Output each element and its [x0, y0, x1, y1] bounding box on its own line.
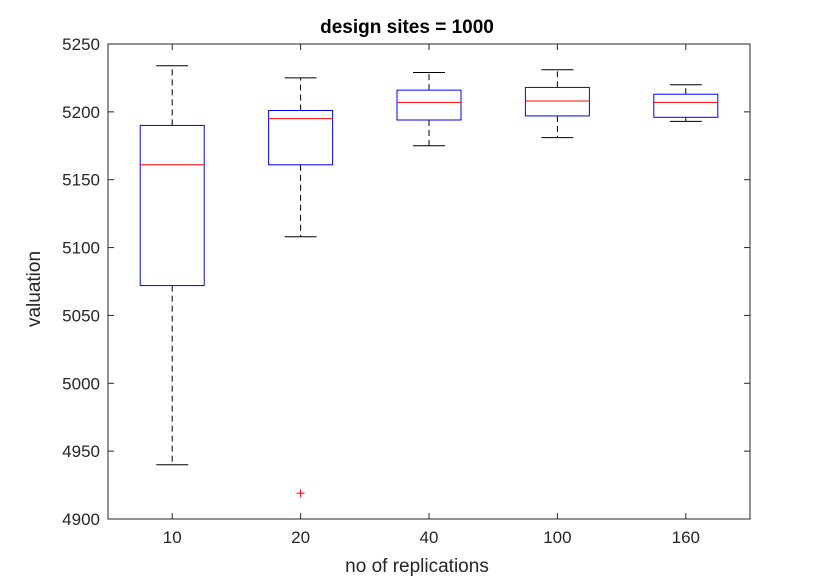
box-10 [139, 65, 205, 466]
box-20 [268, 77, 334, 498]
y-tick-label: 5000 [62, 374, 100, 393]
y-tick-label: 5200 [62, 103, 100, 122]
box-160 [653, 84, 719, 122]
x-axis-label: no of replications [345, 556, 489, 577]
interquartile-box [268, 110, 334, 166]
y-axis: 4900 4950 5000 5050 5100 5150 5200 5250 [62, 35, 750, 529]
interquartile-box [396, 89, 462, 121]
y-axis-label: valuation [24, 251, 45, 327]
y-tick-label: 5100 [62, 239, 100, 258]
box-40 [396, 72, 462, 147]
y-tick-label: 4950 [62, 442, 100, 461]
x-tick-label: 160 [672, 528, 700, 547]
x-tick-label: 10 [163, 528, 182, 547]
y-tick-label: 4900 [62, 510, 100, 529]
y-tick-label: 5150 [62, 171, 100, 190]
x-tick-label: 20 [291, 528, 310, 547]
x-axis: 10 20 40 100 160 [163, 44, 700, 547]
y-tick-label: 5050 [62, 306, 100, 325]
x-tick-label: 100 [543, 528, 571, 547]
outlier-marker [296, 489, 305, 498]
interquartile-box [524, 86, 590, 117]
interquartile-box [139, 124, 205, 287]
x-tick-label: 40 [420, 528, 439, 547]
box-100 [524, 69, 590, 139]
y-tick-label: 5250 [62, 35, 100, 54]
chart-title: design sites = 1000 [320, 17, 494, 38]
interquartile-box [653, 93, 719, 118]
plot-marks [139, 65, 719, 498]
